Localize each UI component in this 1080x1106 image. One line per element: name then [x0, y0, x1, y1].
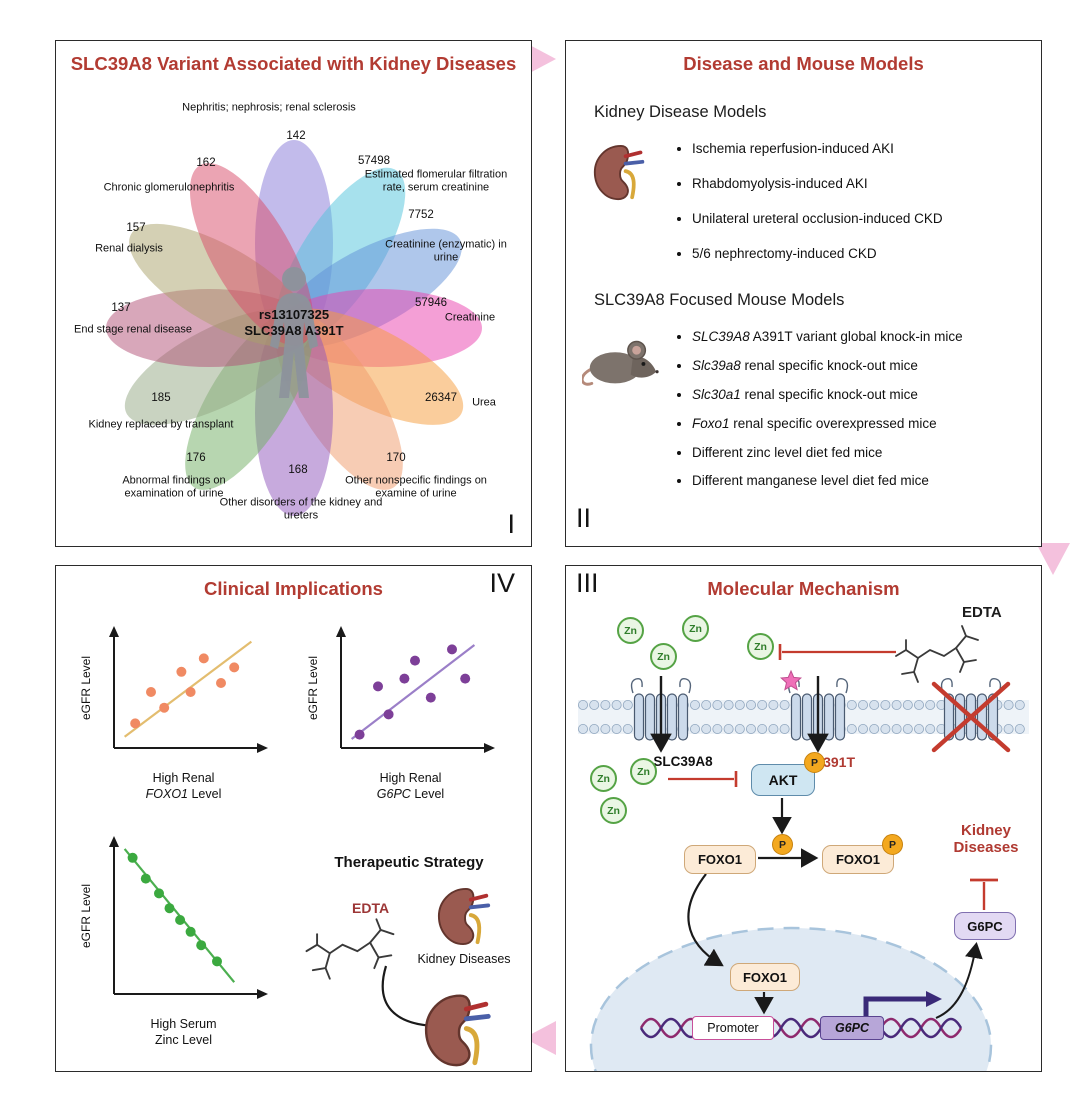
- kidney-diseases-line1: Kidney: [960, 822, 1011, 839]
- mouse-models-heading: SLC39A8 Focused Mouse Models: [594, 291, 845, 309]
- phenotype-label: Nephritis; nephrosis; renal sclerosis: [182, 101, 356, 114]
- panel4-numeral: IV: [489, 568, 515, 598]
- kidney-icon: [436, 886, 494, 948]
- variant-center-label: rs13107325 SLC39A8 A391T: [194, 307, 394, 340]
- phenotype-count: 157: [126, 222, 146, 234]
- panel2-title: Disease and Mouse Models: [683, 53, 924, 74]
- variant-rsid: rs13107325: [258, 307, 330, 322]
- variant-name: SLC39A8 A391T: [244, 323, 344, 339]
- model-list-item: Foxo1 renal specific overexpressed mice: [692, 416, 1041, 433]
- phenotype-label: Creatinine (enzymatic) in urine: [385, 238, 507, 264]
- phenotype-count: 26347: [425, 392, 457, 404]
- scatter-zinc: eGFR Level High Serum Zinc Level: [74, 824, 279, 1048]
- phosphate-icon: P: [882, 834, 903, 855]
- phenotype-count: 137: [111, 302, 131, 314]
- scatter-g6pc: eGFR Level High Renal G6PC Level: [301, 614, 506, 802]
- model-list-item: Slc30a1 renal specific knock-out mice: [692, 387, 1041, 404]
- zinc-ion-icon: Zn: [630, 758, 657, 785]
- therapy-heading: Therapeutic Strategy: [334, 854, 484, 871]
- phenotype-count: 168: [288, 464, 308, 476]
- zinc-ion-icon: Zn: [600, 797, 627, 824]
- zinc-ion-icon: Zn: [617, 617, 644, 644]
- phenotype-label: End stage renal disease: [73, 323, 193, 336]
- phenotype-count: 176: [186, 452, 206, 464]
- g6pc-protein-node: G6PC: [954, 912, 1016, 940]
- kidney-models-heading: Kidney Disease Models: [594, 103, 767, 121]
- zinc-ion-icon: Zn: [682, 615, 709, 642]
- kidney-icon: [592, 143, 648, 203]
- promoter-node: Promoter: [692, 1016, 774, 1040]
- phenotype-label: Other disorders of the kidney and ureter…: [219, 496, 383, 522]
- panel4-title: Clinical Implications: [204, 578, 383, 599]
- model-list-item: 5/6 nephrectomy-induced CKD: [692, 246, 1041, 263]
- phenotype-count: 162: [196, 157, 216, 169]
- zinc-ion-icon: Zn: [590, 765, 617, 792]
- svg-text:eGFR Level: eGFR Level: [79, 884, 93, 948]
- phenotype-count: 185: [151, 392, 171, 404]
- scatter-xlabel: High Renal G6PC Level: [376, 771, 445, 801]
- model-list-item: Unilateral ureteral occlusion-induced CK…: [692, 211, 1041, 228]
- therapeutic-strategy-section: Therapeutic Strategy EDTA Kidney Disease…: [294, 854, 524, 1069]
- phenotype-count: 57946: [415, 297, 447, 309]
- mouse-models-list: SLC39A8 A391T variant global knock-in mi…: [674, 329, 1041, 502]
- panel-disease-mouse-models: Disease and Mouse Models Kidney Disease …: [565, 40, 1042, 547]
- phosphate-icon: P: [804, 752, 825, 773]
- foxo1-node: FOXO1: [684, 845, 756, 874]
- panel3-numeral: III: [576, 568, 599, 598]
- mouse-icon: [582, 333, 660, 389]
- phenotype-label: Abnormal findings on examination of urin…: [122, 474, 226, 500]
- foxo1-phosphorylated-node: FOXO1: [822, 845, 894, 874]
- phenotype-label: Kidney replaced by transplant: [88, 418, 234, 431]
- slc39a8-label: SLC39A8: [653, 754, 713, 769]
- foxo1-nucleus-node: FOXO1: [730, 963, 800, 991]
- phenotype-count: 142: [286, 130, 306, 142]
- panel-molecular-mechanism: Molecular Mechanism EDTA SLC39A8 A391T A…: [565, 565, 1042, 1072]
- model-list-item: Different manganese level diet fed mice: [692, 473, 1041, 490]
- model-list-item: Ischemia reperfusion-induced AKI: [692, 141, 1041, 158]
- kidney-diseases-line2: Diseases: [953, 839, 1019, 857]
- panel-clinical-implications: Clinical Implications eGFR Level High Ren…: [55, 565, 532, 1072]
- phenotype-count: 170: [386, 452, 406, 464]
- model-list-item: SLC39A8 A391T variant global knock-in mi…: [692, 329, 1041, 346]
- edta-label: EDTA: [962, 604, 1002, 621]
- phenotype-label: Other nonspecific findings on examine of…: [345, 474, 487, 500]
- mechanism-art: [566, 566, 1041, 1071]
- phenotype-label: Urea: [472, 396, 496, 409]
- kidney-diseases-label: Kidney Diseases: [938, 822, 1034, 857]
- phenotype-label: Chronic glomerulonephritis: [103, 181, 235, 194]
- akt-node: AKT: [751, 764, 815, 796]
- model-list-item: Slc39a8 renal specific knock-out mice: [692, 358, 1041, 375]
- phosphate-icon: P: [772, 834, 793, 855]
- model-list-item: Different zinc level diet fed mice: [692, 445, 1041, 462]
- phenotype-count: 57498: [358, 155, 390, 167]
- phenotype-count: 7752: [408, 209, 434, 221]
- panel-variant-associations: SLC39A8 Variant Associated with Kidney D…: [55, 40, 532, 547]
- panel3-title: Molecular Mechanism: [707, 578, 900, 599]
- kidney-models-list: Ischemia reperfusion-induced AKI Rhabdomy…: [674, 141, 1041, 281]
- edta-structure-icon: [888, 614, 988, 694]
- panel1-numeral: I: [507, 509, 515, 539]
- zinc-ion-icon: Zn: [650, 643, 677, 670]
- phenotype-label: Creatinine: [444, 311, 496, 324]
- phenotype-label: Renal dialysis: [95, 242, 163, 255]
- panel2-numeral: II: [576, 503, 592, 533]
- g6pc-gene-node: G6PC: [820, 1016, 884, 1040]
- svg-text:eGFR Level: eGFR Level: [306, 656, 320, 720]
- svg-text:eGFR Level: eGFR Level: [79, 656, 93, 720]
- kidney-icon: [422, 992, 496, 1070]
- zinc-ion-icon: Zn: [747, 633, 774, 660]
- model-list-item: Rhabdomyolysis-induced AKI: [692, 176, 1041, 193]
- phenotype-label: Estimated flomerular filtration rate, se…: [364, 168, 508, 194]
- therapy-caption: Kidney Diseases: [417, 952, 511, 966]
- phenotype-flower-diagram: [56, 41, 531, 546]
- therapy-edta-label: EDTA: [352, 900, 390, 916]
- scatter-xlabel: High Renal FOXO1 Level: [145, 771, 222, 801]
- scatter-xlabel: High Serum Zinc Level: [150, 1017, 217, 1047]
- panel1-title: SLC39A8 Variant Associated with Kidney D…: [70, 53, 517, 74]
- scatter-foxo1: eGFR Level High Renal FOXO1 Level: [74, 614, 279, 802]
